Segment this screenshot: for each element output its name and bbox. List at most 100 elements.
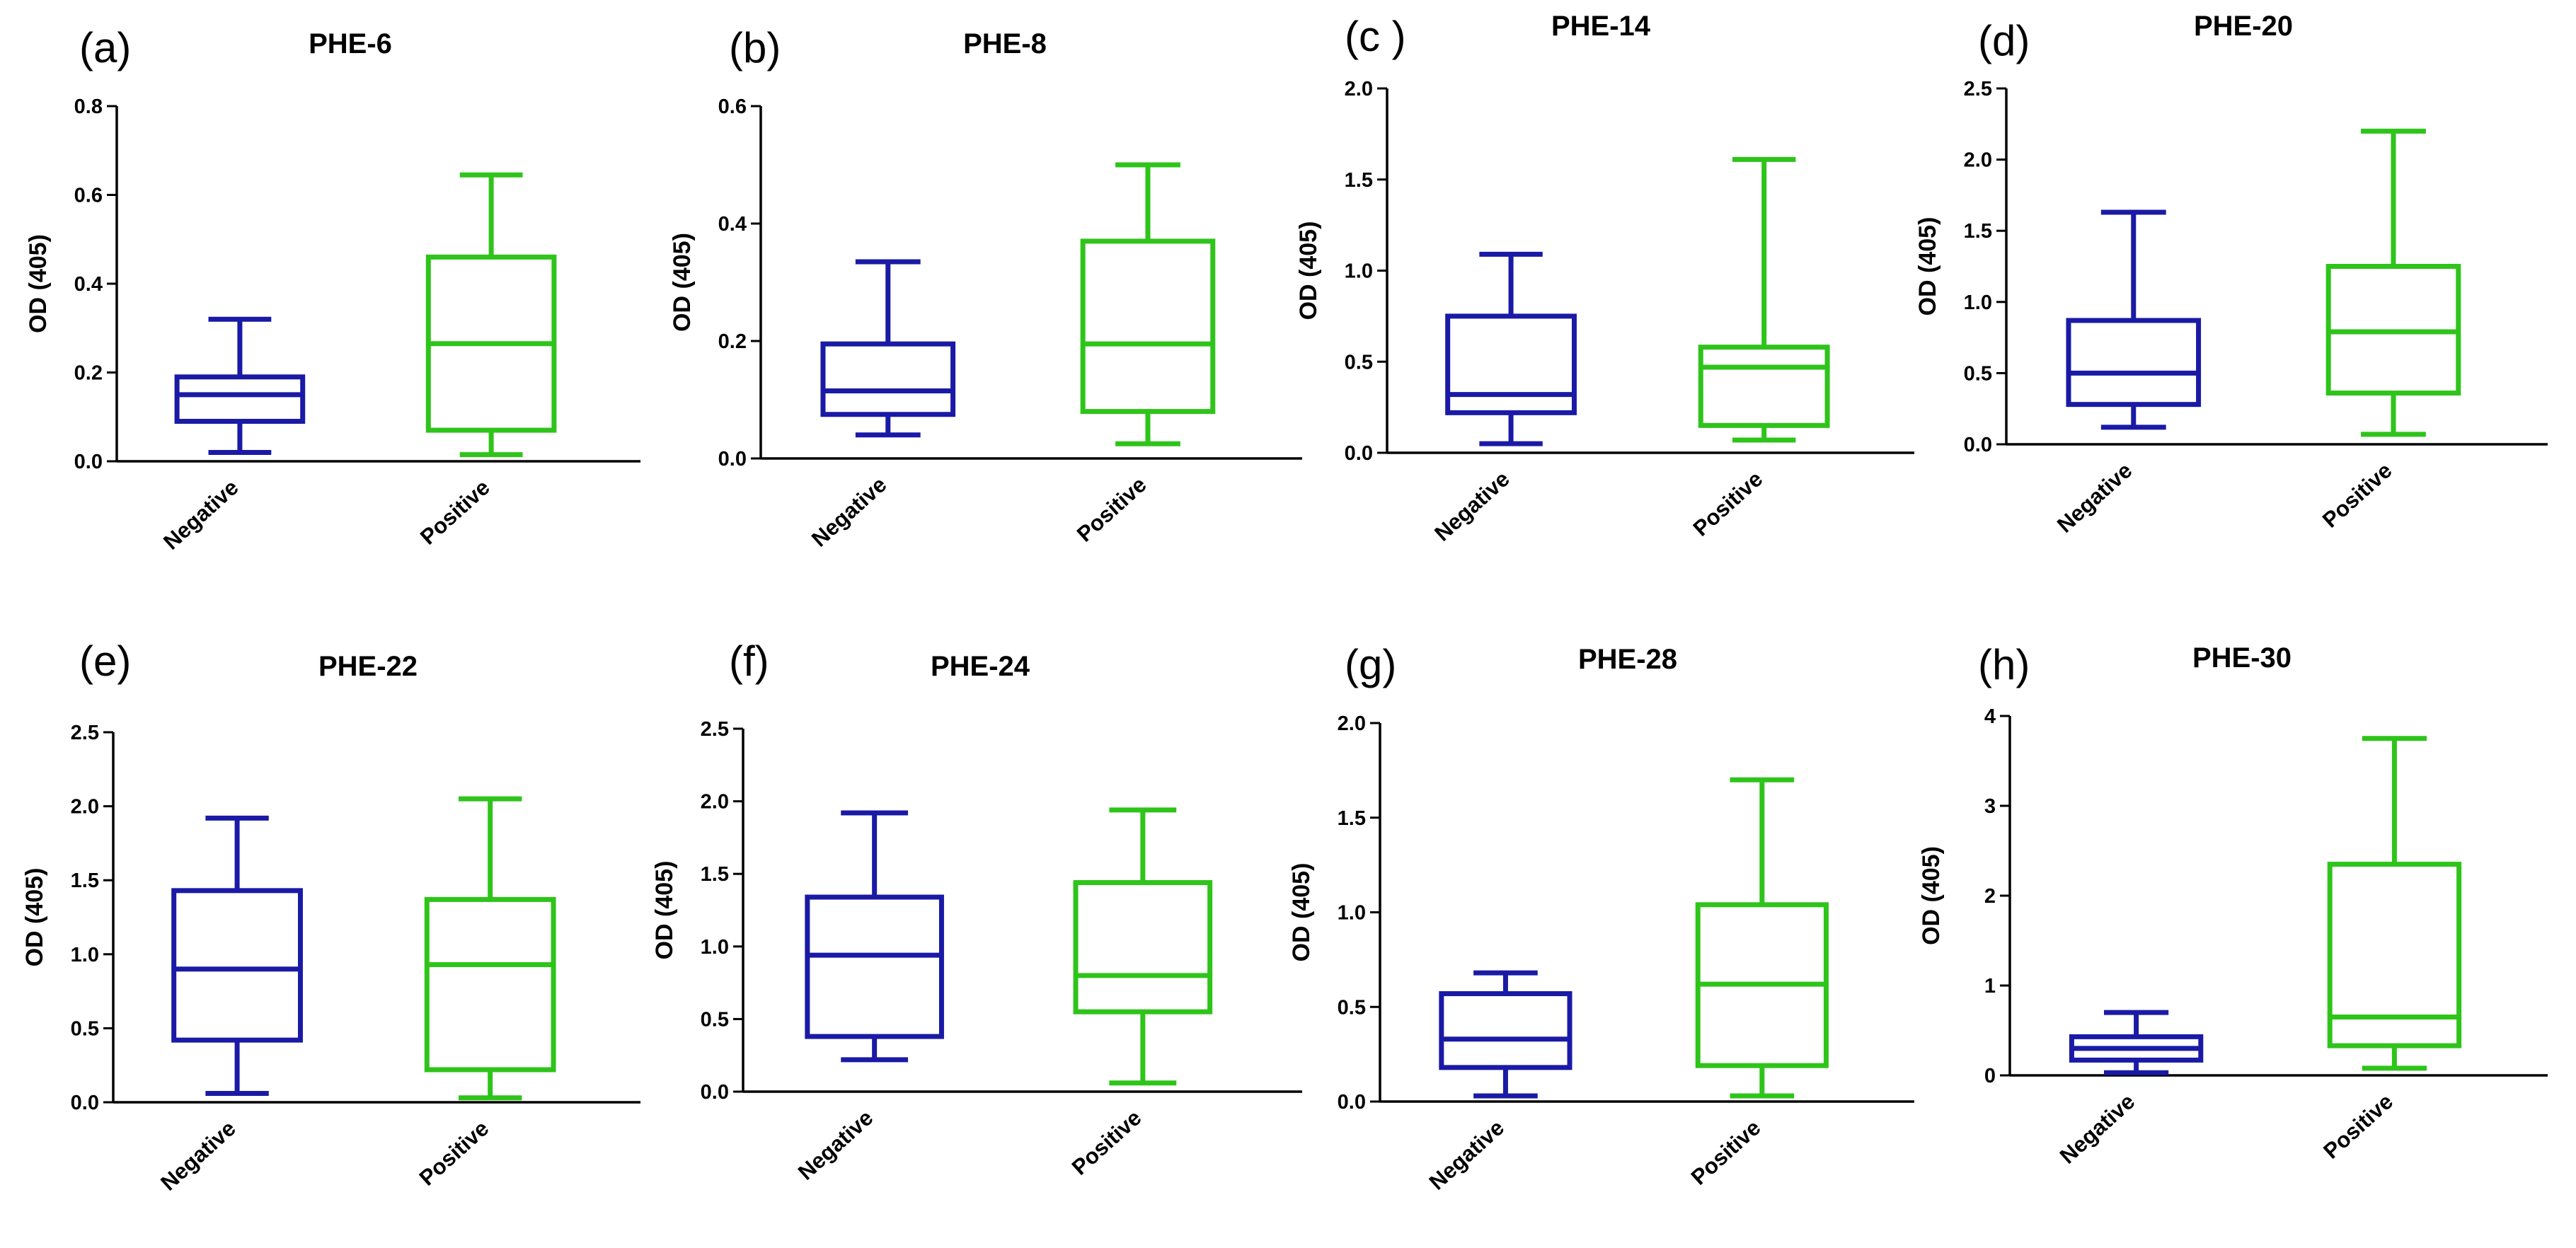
- chart-title: PHE-22: [318, 651, 418, 682]
- y-axis-label: OD (405): [1295, 221, 1322, 320]
- y-tick-label: 0.2: [718, 330, 747, 353]
- iqr-box: [1073, 880, 1213, 1015]
- y-tick-label: 0.8: [74, 96, 103, 118]
- iqr-box: [1698, 345, 1830, 428]
- x-category-label: Negative: [2052, 458, 2137, 537]
- panel-label: (c ): [1345, 13, 1406, 60]
- box-positive: [2327, 736, 2462, 1071]
- y-tick-label: 0.5: [1345, 351, 1373, 374]
- chart-title: PHE-14: [1551, 11, 1651, 42]
- x-category-label: Positive: [1072, 472, 1151, 547]
- y-tick-label: 2.0: [701, 791, 729, 814]
- iqr-box: [2066, 318, 2202, 408]
- iqr-box: [1445, 313, 1577, 415]
- y-axis-label: OD (405): [25, 234, 52, 333]
- y-tick-label: 0.0: [1964, 434, 1992, 456]
- y-tick-label: 1.5: [71, 869, 99, 892]
- y-tick-label: 4: [1984, 705, 1996, 728]
- chart-title: PHE-6: [309, 28, 392, 59]
- x-category-label: Positive: [2318, 1089, 2398, 1164]
- box-positive: [425, 172, 557, 458]
- chart-panel-3: (c ) PHE-14 OD (405) 0.0 0.5 1.0 1.5 2.0 Negativ…: [1295, 11, 1914, 546]
- y-tick-label: 1.0: [701, 936, 729, 959]
- chart-panel-5: (e) PHE-22 OD (405) 0.0 0.5 1.0 1.5 2.0 2.5 Negat…: [21, 637, 640, 1196]
- chart-title: PHE-8: [963, 28, 1047, 59]
- y-tick-label: 0.4: [74, 273, 103, 296]
- box-negative: [1439, 970, 1572, 1099]
- y-tick-label: 1.5: [701, 863, 729, 886]
- y-tick-label: 1.0: [1338, 902, 1366, 925]
- y-axis-label: OD (405): [651, 861, 678, 960]
- y-tick-label: 0.4: [718, 213, 747, 236]
- chart-title: PHE-30: [2192, 642, 2292, 674]
- y-tick-label: 0.0: [74, 451, 103, 473]
- chart-panel-1: (a) PHE-6 OD (405) 0.0 0.2 0.4 0.6 0.8 Negative P…: [25, 24, 640, 555]
- box-negative: [171, 815, 303, 1096]
- iqr-box: [820, 341, 956, 417]
- chart-panel-6: (f) PHE-24 OD (405) 0.0 0.5 1.0 1.5 2.0 2.5 Negat…: [651, 637, 1302, 1185]
- box-positive: [424, 796, 556, 1101]
- chart-panel-2: (b) PHE-8 OD (405) 0.0 0.2 0.4 0.6 Negative Posi…: [669, 24, 1302, 552]
- y-axis-label: OD (405): [1288, 863, 1315, 962]
- iqr-box: [2327, 862, 2462, 1048]
- x-category-label: Positive: [1067, 1105, 1146, 1180]
- y-tick-label: 2.0: [71, 796, 99, 819]
- x-category-label: Negative: [1425, 1115, 1509, 1194]
- y-tick-label: 1.5: [1345, 169, 1373, 192]
- y-tick-label: 2.5: [701, 718, 729, 741]
- y-tick-label: 2.5: [1964, 78, 1992, 100]
- y-axis-label: OD (405): [1918, 846, 1945, 945]
- y-tick-label: 0.0: [1345, 442, 1373, 465]
- x-category-label: Positive: [415, 475, 495, 550]
- box-negative: [820, 259, 956, 438]
- box-positive: [2325, 128, 2461, 437]
- y-tick-label: 0.0: [1338, 1091, 1366, 1114]
- panel-label: (d): [1978, 17, 2030, 64]
- box-negative: [805, 810, 944, 1063]
- box-positive: [1080, 162, 1216, 446]
- y-tick-label: 1.0: [1964, 291, 1992, 314]
- x-category-label: Negative: [156, 1116, 240, 1195]
- box-positive: [1695, 777, 1829, 1099]
- panel-label: (g): [1345, 641, 1396, 688]
- x-category-label: Negative: [793, 1105, 878, 1184]
- y-tick-label: 0.0: [71, 1092, 99, 1114]
- y-tick-label: 0.5: [701, 1008, 729, 1031]
- x-category-label: Positive: [415, 1116, 494, 1191]
- iqr-box: [171, 888, 303, 1043]
- y-axis-label: OD (405): [669, 233, 696, 332]
- box-negative: [2069, 1010, 2204, 1075]
- panel-label: (a): [79, 24, 131, 71]
- y-axis-label: OD (405): [21, 868, 48, 967]
- box-negative: [1445, 251, 1577, 446]
- box-positive: [1698, 156, 1830, 443]
- x-category-label: Positive: [2318, 458, 2397, 533]
- y-tick-label: 0.5: [71, 1017, 99, 1040]
- y-tick-label: 0.5: [1964, 362, 1992, 385]
- y-tick-label: 2.0: [1964, 149, 1992, 172]
- iqr-box: [1439, 991, 1572, 1070]
- y-tick-label: 0.0: [701, 1081, 729, 1104]
- y-tick-label: 0.5: [1338, 996, 1366, 1019]
- panel-label: (h): [1978, 641, 2030, 688]
- y-tick-label: 0.2: [74, 362, 103, 385]
- y-tick-label: 1.5: [1338, 807, 1366, 830]
- y-tick-label: 1: [1984, 975, 1996, 998]
- panel-label: (f): [729, 637, 769, 685]
- y-tick-label: 0.0: [718, 448, 747, 470]
- y-axis-label: OD (405): [1914, 217, 1941, 316]
- y-tick-label: 1.0: [71, 944, 99, 966]
- chart-title: PHE-28: [1578, 644, 1677, 675]
- y-tick-label: 1.5: [1964, 220, 1992, 243]
- box-positive: [1073, 807, 1213, 1086]
- x-category-label: Positive: [1686, 1115, 1766, 1190]
- chart-panel-8: (h) PHE-30 OD (405) 0 1 2 3 4 Negative Positive: [1918, 641, 2548, 1169]
- box-negative: [174, 316, 306, 455]
- y-tick-label: 2: [1984, 885, 1996, 908]
- panel-label: (b): [729, 24, 781, 71]
- x-category-label: Negative: [807, 472, 891, 551]
- y-tick-label: 0.6: [74, 185, 103, 207]
- box-negative: [2066, 209, 2202, 430]
- y-tick-label: 0: [1984, 1065, 1996, 1087]
